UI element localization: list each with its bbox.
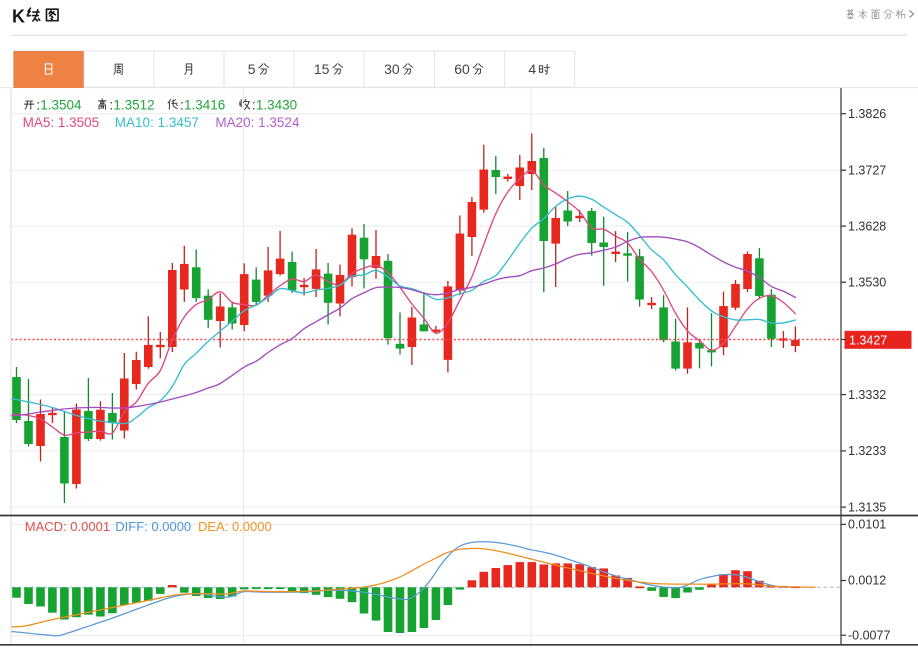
svg-text:1.3530: 1.3530 bbox=[848, 275, 886, 289]
svg-text:1.3504: 1.3504 bbox=[40, 98, 82, 113]
svg-text:1.3430: 1.3430 bbox=[256, 98, 297, 113]
svg-text:DIFF: 0.0000: DIFF: 0.0000 bbox=[115, 519, 191, 534]
svg-text:1.3727: 1.3727 bbox=[848, 163, 886, 177]
svg-text:1.3512: 1.3512 bbox=[113, 98, 154, 113]
svg-text:1.3427: 1.3427 bbox=[849, 334, 887, 348]
svg-text:0.0101: 0.0101 bbox=[848, 518, 886, 532]
svg-text:0.0012: 0.0012 bbox=[848, 574, 886, 588]
svg-text:MA10: 1.3457: MA10: 1.3457 bbox=[115, 115, 199, 130]
svg-text:-0.0077: -0.0077 bbox=[848, 628, 890, 642]
svg-text:15: 15 bbox=[314, 61, 330, 77]
svg-text:1.3628: 1.3628 bbox=[848, 219, 886, 233]
svg-text:MA5: 1.3505: MA5: 1.3505 bbox=[23, 115, 100, 130]
svg-text:DEA: 0.0000: DEA: 0.0000 bbox=[198, 519, 272, 534]
svg-text::: : bbox=[252, 98, 256, 113]
svg-text::: : bbox=[180, 98, 184, 113]
svg-text:1.3135: 1.3135 bbox=[848, 500, 886, 514]
svg-text:K: K bbox=[12, 7, 25, 27]
svg-text:60: 60 bbox=[454, 61, 470, 77]
svg-text:1.3826: 1.3826 bbox=[848, 107, 886, 121]
svg-text:30: 30 bbox=[384, 61, 400, 77]
svg-text:MA20: 1.3524: MA20: 1.3524 bbox=[215, 115, 300, 130]
svg-text:1.3332: 1.3332 bbox=[848, 388, 886, 402]
svg-text::: : bbox=[36, 98, 40, 113]
svg-text:MACD: 0.0001: MACD: 0.0001 bbox=[25, 519, 110, 534]
svg-text::: : bbox=[109, 98, 113, 113]
svg-text:1.3416: 1.3416 bbox=[184, 98, 225, 113]
svg-text:5: 5 bbox=[248, 61, 256, 77]
svg-text:4: 4 bbox=[528, 61, 536, 77]
svg-text:1.3233: 1.3233 bbox=[848, 444, 886, 458]
